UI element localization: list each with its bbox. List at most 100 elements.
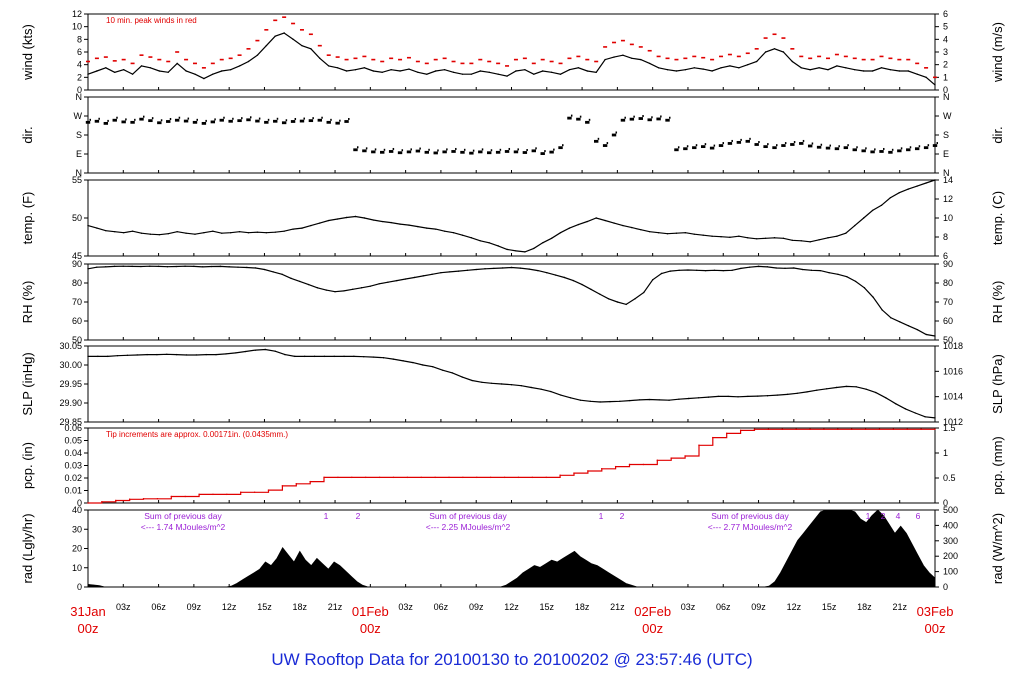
right-tick-label-temp: 8 [943, 232, 948, 242]
dir-point [900, 147, 903, 150]
data-point-slp [776, 394, 779, 396]
data-point-wind [613, 56, 615, 58]
data-point-slp [244, 350, 247, 353]
left-tick-label-temp: 50 [72, 213, 82, 223]
data-point-temp [559, 231, 562, 234]
hour-label: 15z [822, 602, 837, 612]
peak-wind-mark [237, 54, 242, 56]
data-point-slp [727, 395, 729, 398]
dir-point [285, 119, 288, 122]
data-point-slp [550, 390, 552, 393]
dir-point [249, 116, 252, 119]
dir-point [299, 119, 305, 123]
data-point-temp [470, 237, 473, 239]
data-point-rh [360, 287, 363, 289]
data-point-wind [764, 51, 767, 53]
data-point-temp [542, 242, 544, 244]
dir-point [142, 115, 145, 118]
dir-point [579, 115, 582, 118]
dir-point [540, 152, 545, 155]
peak-wind-mark [291, 22, 296, 25]
data-point-slp [471, 379, 473, 382]
hour-label: 18z [575, 602, 590, 612]
right-tick-label-pcp: 1 [943, 448, 948, 458]
dir-point [490, 149, 493, 152]
left-tick-label-rad: 20 [72, 544, 82, 554]
right-tick-label-rad: 500 [943, 505, 958, 515]
data-point-wind [203, 77, 205, 80]
hour-label: 09z [751, 602, 766, 612]
dir-point [802, 139, 805, 142]
data-point-slp [402, 360, 404, 362]
peak-wind-mark [879, 55, 884, 58]
data-point-wind [336, 67, 339, 69]
data-point-slp [934, 417, 936, 419]
panel-temp: 45 50 55 6 8 10 12 14 temp. (F) temp. (C) [20, 175, 1005, 261]
peak-wind-mark [264, 29, 269, 31]
data-point-temp [96, 227, 98, 229]
data-point-rh [581, 283, 583, 286]
data-point-wind [533, 73, 535, 75]
data-point-temp [907, 188, 909, 190]
data-point-rh [775, 267, 777, 269]
dir-point [487, 151, 492, 155]
data-point-slp [372, 356, 375, 358]
dir-point [526, 149, 528, 152]
left-tick-label-wind: 8 [77, 34, 82, 44]
data-point-temp [221, 232, 223, 234]
right-tick-label-rad: 100 [943, 567, 958, 577]
dir-point [312, 117, 314, 120]
data-point-rh [246, 266, 248, 269]
data-point-pcp [823, 428, 825, 430]
data-point-temp [149, 233, 152, 235]
dir-point [585, 120, 590, 124]
dir-point [517, 148, 519, 151]
data-point-temp [711, 235, 713, 237]
data-point-temp [533, 247, 535, 250]
data-point-rh [299, 280, 301, 283]
data-point-pcp [142, 498, 145, 500]
data-point-temp [648, 230, 651, 233]
dir-point [918, 145, 921, 148]
data-point-wind [604, 58, 606, 61]
data-point-temp [738, 235, 740, 237]
data-point-temp [666, 233, 669, 235]
data-point-wind [363, 67, 366, 69]
dir-point [246, 118, 251, 122]
dir-point [879, 150, 884, 153]
data-point-rh [122, 265, 124, 267]
data-point-wind [105, 67, 107, 69]
data-point-rh [854, 280, 857, 283]
data-point-slp [688, 397, 690, 400]
peak-wind-mark [148, 56, 153, 58]
day-label: 02Feb [634, 604, 671, 619]
data-point-rh [457, 270, 460, 272]
hour-label: 18z [292, 602, 307, 612]
peak-wind-mark [817, 55, 822, 58]
data-point-rh [925, 333, 927, 336]
dir-point [740, 138, 742, 141]
data-point-rh [325, 289, 327, 291]
data-point-temp [702, 234, 704, 236]
peak-wind-mark [727, 53, 732, 56]
peak-wind-mark [130, 62, 135, 65]
dir-point [344, 120, 349, 123]
data-point-pcp [684, 455, 686, 457]
panel-frame-rh [87, 263, 936, 341]
data-point-wind [354, 69, 357, 71]
data-point-wind [871, 70, 874, 72]
dir-point [727, 142, 733, 145]
data-point-temp [479, 240, 481, 242]
dir-point [478, 150, 483, 154]
peak-wind-mark [166, 60, 171, 63]
data-point-pcp [448, 476, 450, 479]
right-tick-label-temp: 12 [943, 194, 953, 204]
dir-point [107, 119, 109, 122]
dir-point [348, 117, 350, 120]
data-point-pcp [378, 476, 381, 479]
data-point-rh [466, 269, 469, 272]
data-point-wind [791, 60, 794, 63]
dir-point [647, 118, 652, 122]
dir-point [758, 141, 760, 143]
data-point-rh [422, 275, 424, 277]
